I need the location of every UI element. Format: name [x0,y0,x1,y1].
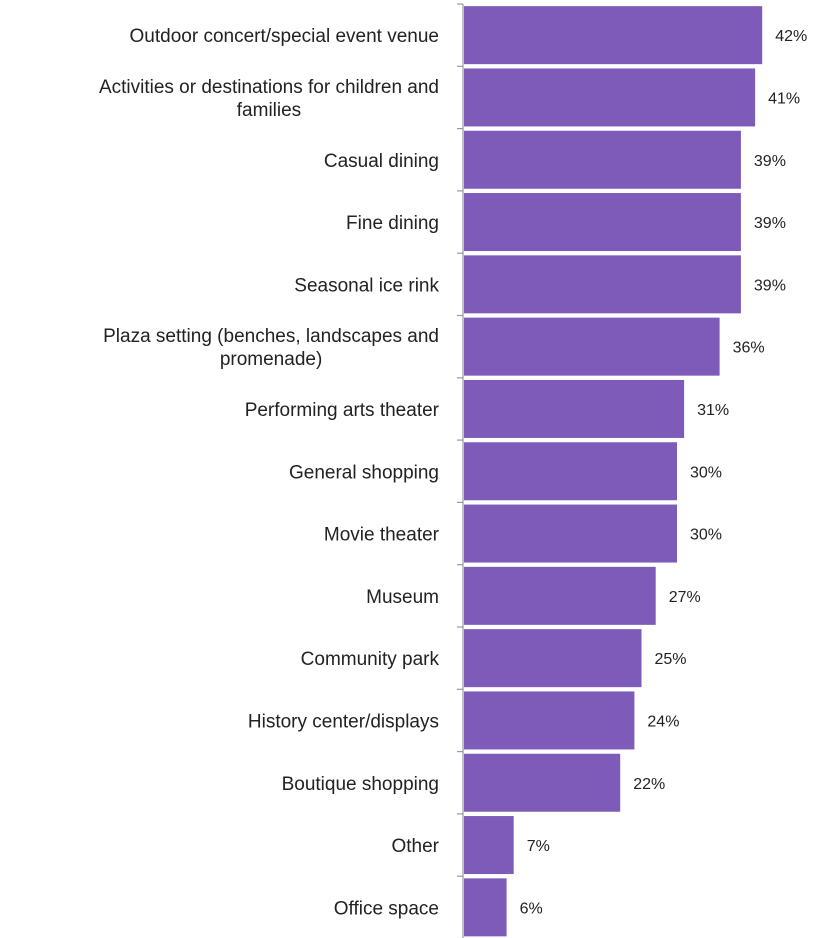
category-label: Fine dining [346,213,439,234]
bar [464,317,720,376]
data-label: 41% [768,90,800,107]
data-label: 31% [697,402,729,419]
category-label: Outdoor concert/special event venue [130,26,439,47]
category-label-line: Activities or destinations for children … [99,77,439,98]
bar [464,193,741,252]
data-label: 36% [733,340,765,357]
bar [464,753,621,812]
category-label: Seasonal ice rink [294,275,439,296]
bar [464,816,514,875]
bar [464,504,677,563]
category-label-line: General shopping [289,462,439,483]
bar [464,691,635,750]
bar [464,130,741,189]
category-label-line: Boutique shopping [282,774,439,795]
category-label-line: Other [391,836,439,857]
category-label-line: Performing arts theater [245,400,440,421]
category-label: Other [391,836,439,857]
data-label: 25% [655,651,687,668]
category-label: Plaza setting (benches, landscapes and pr… [103,326,439,370]
bar [464,878,507,937]
data-label: 24% [647,713,679,730]
data-label: 7% [527,838,550,855]
bar [464,379,685,438]
category-label-line: Community park [301,649,440,670]
category-label-line: Museum [366,587,439,608]
bar [464,6,763,65]
data-label: 39% [754,215,786,232]
category-label: Activities or destinations for children … [99,77,439,121]
bar [464,68,756,127]
category-label-line: Seasonal ice rink [294,275,439,296]
data-label: 22% [633,776,665,793]
data-label: 42% [775,28,807,45]
category-label: Museum [366,587,439,608]
category-label: History center/displays [248,711,439,732]
data-label: 39% [754,153,786,170]
data-label: 30% [690,527,722,544]
category-label: General shopping [289,462,439,483]
category-label-line: families [237,100,301,121]
category-label-line: History center/displays [248,711,439,732]
category-label: Casual dining [324,151,439,172]
category-label-line: promenade) [220,349,322,370]
data-label: 27% [669,589,701,606]
category-label-line: Casual dining [324,151,439,172]
category-label: Community park [301,649,440,670]
bar [464,255,741,314]
category-label: Movie theater [324,525,440,546]
category-label-line: Plaza setting (benches, landscapes and [103,326,439,347]
bar [464,566,656,625]
category-label-line: Outdoor concert/special event venue [130,26,439,47]
category-label: Performing arts theater [245,400,440,421]
category-label-line: Movie theater [324,525,440,546]
category-label: Boutique shopping [282,774,439,795]
bar [464,629,642,688]
bar [464,442,677,501]
category-label-line: Fine dining [346,213,439,234]
data-label: 30% [690,464,722,481]
category-label: Office space [334,898,439,919]
data-label: 6% [520,900,543,917]
data-label: 39% [754,277,786,294]
category-label-line: Office space [334,898,439,919]
